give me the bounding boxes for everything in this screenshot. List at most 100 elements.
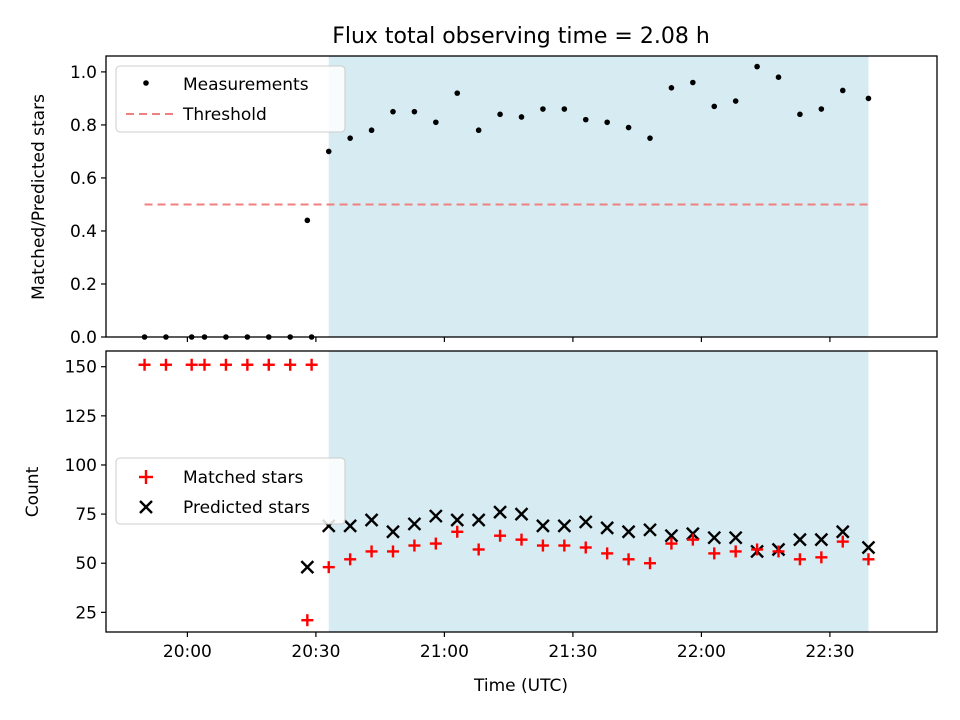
measurement-point <box>325 148 332 155</box>
matched-star-point <box>344 553 357 566</box>
y-tick-label: 0.8 <box>70 116 97 136</box>
matched-star-point <box>429 537 442 550</box>
legend-predicted-marker <box>139 500 153 514</box>
x-tick-label: 20:30 <box>291 642 340 662</box>
predicted-star-point <box>643 522 657 537</box>
predicted-star-point <box>386 524 400 539</box>
legend-threshold-label: Threshold <box>182 105 267 125</box>
measurement-point <box>497 111 503 118</box>
predicted-stroke <box>514 507 529 521</box>
matched-star-point <box>536 539 549 552</box>
matched-star-point <box>836 535 849 548</box>
predicted-stroke <box>578 515 593 529</box>
measurement-point <box>797 111 803 118</box>
matched-star-point <box>305 358 318 371</box>
matched-star-point <box>644 557 657 570</box>
matched-star-point <box>686 533 699 546</box>
predicted-star-point <box>578 515 593 529</box>
ratio-panel-frame <box>105 55 938 338</box>
count-legend-box <box>115 457 346 525</box>
predicted-stroke <box>450 513 465 527</box>
y-tick-label: 0.0 <box>70 328 97 348</box>
predicted-stroke <box>814 532 829 547</box>
predicted-star-point <box>343 519 358 533</box>
matched-star-point <box>138 358 151 371</box>
matched-star-point <box>322 561 335 574</box>
predicted-star-point <box>664 528 679 543</box>
predicted-star-point <box>728 530 743 545</box>
predicted-stroke <box>386 524 400 539</box>
y-tick-label: 0.2 <box>70 275 97 295</box>
predicted-star-point <box>428 509 443 523</box>
measurement-point <box>368 127 375 134</box>
measurement-point <box>433 119 439 126</box>
legend-predicted-label: Predicted stars <box>183 498 310 518</box>
predicted-star-point <box>407 517 422 531</box>
x-tick-label: 20:00 <box>163 642 212 662</box>
matched-star-point <box>579 541 592 554</box>
predicted-stroke <box>343 519 358 533</box>
measurement-point <box>865 95 872 102</box>
matched-star-point <box>198 358 211 371</box>
measurement-point <box>711 103 718 110</box>
predicted-star-point <box>793 532 807 547</box>
x-tick-label: 21:00 <box>420 642 469 662</box>
y-tick-label: 150 <box>65 358 97 378</box>
predicted-star-point <box>536 519 550 533</box>
matched-star-point <box>751 543 764 556</box>
predicted-stroke <box>707 530 722 545</box>
predicted-star-point <box>861 540 876 555</box>
measurement-point <box>347 135 353 141</box>
ratio-legend-box <box>115 65 346 133</box>
ratio-legend: Measurements Threshold <box>115 65 346 133</box>
measurement-point <box>518 114 525 120</box>
predicted-star-point <box>835 524 850 539</box>
y-tick-label: 100 <box>65 456 97 476</box>
measurement-point <box>647 135 653 141</box>
matched-star-point <box>793 553 806 566</box>
matched-star-point <box>558 539 571 552</box>
matched-star-point <box>772 545 785 558</box>
measurement-point <box>390 108 396 115</box>
ratio-panel: 0.0 0.2 0.4 0.6 0.8 1.0 Matched/Predicted sta… <box>29 55 938 348</box>
predicted-stroke <box>861 540 876 555</box>
matched-star-point <box>622 553 635 566</box>
predicted-star-point <box>707 530 722 545</box>
measurement-point <box>540 106 546 112</box>
count-y-axis-label: Count <box>23 466 43 517</box>
matched-star-point <box>665 537 678 550</box>
measurement-point <box>561 106 568 112</box>
predicted-stroke <box>536 519 550 533</box>
predicted-stroke <box>493 505 507 519</box>
matched-star-point <box>185 358 198 371</box>
matched-star-point <box>862 553 875 566</box>
ratio-y-axis-label: Matched/Predicted stars <box>29 94 49 300</box>
observing-window-shade <box>328 351 869 632</box>
predicted-star-point <box>450 513 465 527</box>
predicted-star-point <box>364 513 379 527</box>
matched-star-point <box>219 358 232 371</box>
matched-star-point <box>601 547 614 560</box>
predicted-star-point <box>621 524 636 539</box>
matched-star-point <box>708 547 721 560</box>
measurement-point <box>754 63 760 70</box>
matched-star-point <box>159 358 172 371</box>
predicted-stroke <box>557 519 572 533</box>
y-tick-label: 125 <box>65 407 97 427</box>
predicted-star-point <box>600 521 615 535</box>
measurement-point <box>582 116 589 123</box>
matched-star-point <box>408 539 421 552</box>
matched-star-point <box>365 545 378 558</box>
matched-star-point <box>815 551 828 564</box>
count-panel-frame <box>105 350 938 633</box>
measurement-point <box>411 108 418 115</box>
legend-measurements-label: Measurements <box>183 75 309 95</box>
predicted-stroke <box>835 524 850 539</box>
predicted-stroke <box>300 560 315 575</box>
matched-star-point <box>472 543 485 556</box>
legend-matched-marker <box>139 470 153 484</box>
measurement-point <box>454 90 461 96</box>
predicted-star-point <box>300 560 315 575</box>
y-tick-label: 25 <box>75 603 97 623</box>
